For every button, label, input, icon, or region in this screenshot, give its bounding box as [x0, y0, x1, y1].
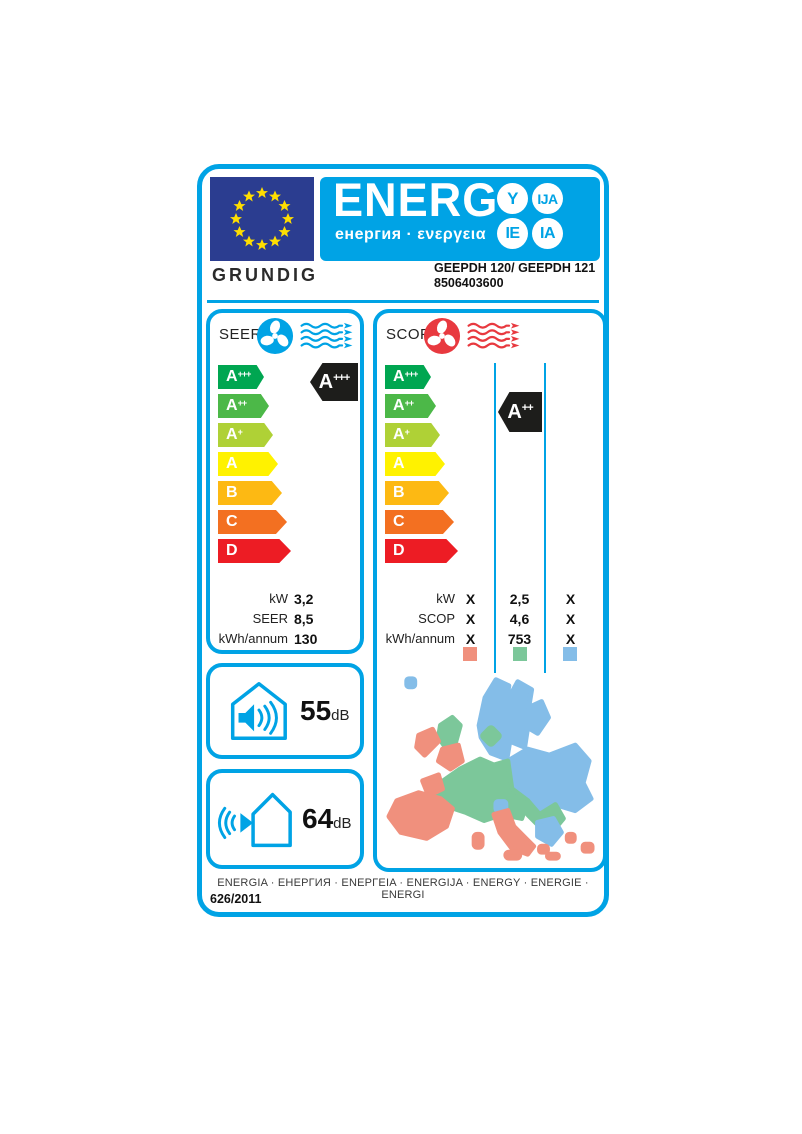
energy-suffix-circle-ija: IJA	[532, 183, 563, 214]
energy-scale-seer: A +++ A ++ A + A B C D	[218, 365, 291, 563]
scop-section: SCOP	[373, 309, 607, 872]
scale-arrow-d: D	[385, 539, 458, 563]
footer-languages: ENERGIA · ЕНЕРГИЯ · ΕΝΕΡΓΕΙΑ · ENERGIJA …	[217, 877, 589, 901]
fan-icon-heating	[423, 317, 461, 355]
scale-arrow-b: B	[218, 481, 282, 505]
model-block: GEEPDH 120/ GEEPDH 121 8506403600	[434, 261, 595, 291]
scale-arrow-c: C	[385, 510, 454, 534]
scale-arrow-a: A	[385, 452, 445, 476]
model-number: GEEPDH 120/ GEEPDH 121	[434, 261, 596, 275]
scale-arrow-a2plus: A ++	[385, 394, 436, 418]
value-row: kW 3,2	[269, 591, 314, 607]
energy-suffix-circle-ia: IA	[532, 218, 563, 249]
climate-zone-divider	[494, 363, 496, 673]
scale-arrow-a: A	[218, 452, 278, 476]
energy-label: ENERG енергия · ενεργεια Y IJA IE IA GRU…	[197, 164, 609, 917]
energ-title: ENERG	[333, 173, 499, 226]
fan-icon-cooling	[256, 317, 294, 355]
value-row: kW X 2,5 X	[436, 591, 576, 607]
scale-arrow-a1plus: A +	[218, 423, 273, 447]
brand-logo: GRUNDIG	[212, 265, 318, 285]
value-row: SEER 8,5	[252, 611, 314, 627]
scop-label: SCOP	[386, 326, 431, 343]
energ-subtitle: енергия · ενεργεια	[335, 226, 487, 243]
scale-arrow-a1plus: A +	[385, 423, 440, 447]
zone-swatch-average	[513, 647, 527, 661]
outdoor-noise-icon	[217, 792, 292, 848]
climate-zone-divider	[544, 363, 546, 673]
rating-indicator-seer: A +++	[310, 363, 358, 401]
energy-suffix-circle-ie: IE	[497, 218, 528, 249]
zone-swatch-cold	[563, 647, 577, 661]
eu-flag-stars-icon	[230, 187, 294, 250]
rating-indicator-scop: A ++	[498, 392, 542, 432]
seer-section: SEER	[206, 309, 364, 654]
airflow-waves-icon-heating	[467, 322, 520, 349]
seer-values: kW 3,2 SEER 8,5 kWh/annum 130	[210, 589, 358, 649]
value-row: kWh/annum 130	[218, 631, 318, 647]
value-row: kWh/annum X 753 X	[385, 631, 576, 647]
scale-arrow-a3plus: A +++	[385, 365, 431, 389]
scale-arrow-c: C	[218, 510, 287, 534]
scale-arrow-b: B	[385, 481, 449, 505]
scale-arrow-a3plus: A +++	[218, 365, 264, 389]
scale-arrow-a2plus: A ++	[218, 394, 269, 418]
eu-flag	[210, 177, 314, 261]
indoor-noise-value: 55dB	[300, 695, 350, 726]
indoor-noise-box: 55dB	[206, 663, 364, 759]
energ-banner: ENERG енергия · ενεργεια Y IJA IE IA	[320, 173, 600, 261]
airflow-waves-icon-cooling	[300, 322, 353, 349]
energy-scale-scop: A +++ A ++ A + A B C D	[385, 365, 458, 563]
scale-arrow-d: D	[218, 539, 291, 563]
seer-label: SEER	[219, 326, 262, 343]
value-row: SCOP X 4,6 X	[418, 611, 576, 627]
zone-swatch-warm	[463, 647, 477, 661]
regulation-number: 626/2011	[210, 892, 262, 906]
indoor-noise-icon	[230, 682, 287, 740]
header-divider	[207, 300, 599, 303]
outdoor-noise-value: 64dB	[302, 803, 352, 834]
energy-suffix-circle-y: Y	[497, 183, 528, 214]
outdoor-noise-box: 64dB	[206, 769, 364, 869]
product-code: 8506403600	[434, 276, 504, 290]
europe-climate-map	[386, 676, 595, 861]
scop-values: kW X 2,5 X SCOP X 4,6 X kWh/annum X 753 X	[377, 589, 588, 649]
